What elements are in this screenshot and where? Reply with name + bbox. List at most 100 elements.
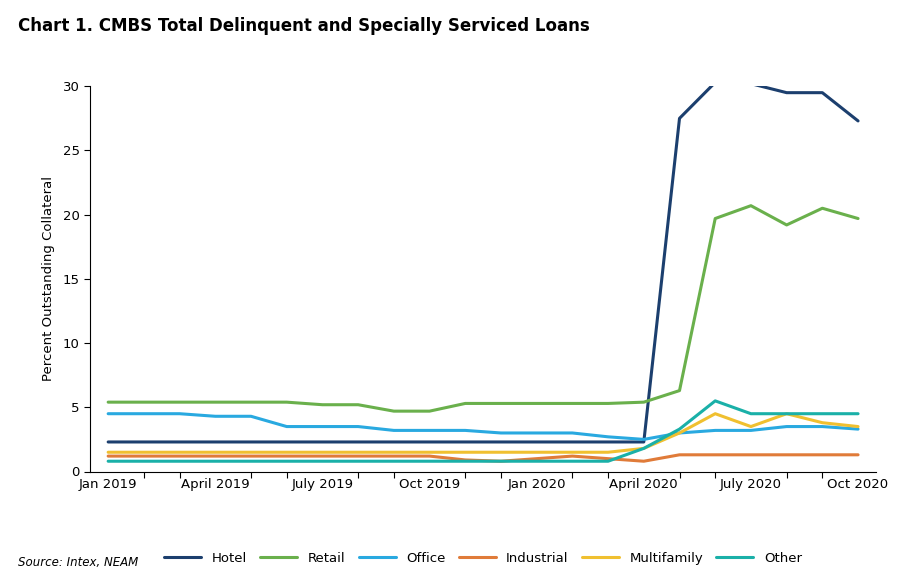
Office	[851, 426, 862, 432]
Industrial	[530, 455, 541, 462]
Hotel	[388, 439, 399, 446]
Retail	[780, 221, 791, 228]
Retail	[530, 400, 541, 407]
Office	[424, 427, 435, 434]
Other	[851, 411, 862, 417]
Hotel	[424, 439, 435, 446]
Multifamily	[530, 448, 541, 455]
Office	[530, 430, 541, 436]
Multifamily	[566, 448, 577, 455]
Hotel	[495, 439, 506, 446]
Industrial	[424, 453, 435, 459]
Office	[245, 413, 256, 420]
Multifamily	[745, 423, 756, 430]
Office	[459, 427, 470, 434]
Industrial	[816, 451, 827, 458]
Office	[103, 411, 114, 417]
Industrial	[317, 453, 327, 459]
Multifamily	[602, 448, 612, 455]
Other	[138, 458, 149, 465]
Other	[245, 458, 256, 465]
Multifamily	[209, 448, 220, 455]
Other	[459, 458, 470, 465]
Office	[317, 423, 327, 430]
Office	[495, 430, 506, 436]
Industrial	[459, 457, 470, 463]
Hotel	[103, 439, 114, 446]
Hotel	[353, 439, 364, 446]
Multifamily	[245, 448, 256, 455]
Retail	[174, 398, 185, 405]
Retail	[281, 398, 292, 405]
Line: Multifamily: Multifamily	[108, 414, 857, 452]
Other	[174, 458, 185, 465]
Office	[638, 436, 649, 443]
Hotel	[530, 439, 541, 446]
Multifamily	[780, 411, 791, 417]
Retail	[209, 398, 220, 405]
Other	[709, 397, 720, 404]
Other	[103, 458, 114, 465]
Retail	[424, 408, 435, 415]
Industrial	[780, 451, 791, 458]
Office	[566, 430, 577, 436]
Retail	[709, 215, 720, 222]
Hotel	[780, 89, 791, 96]
Other	[317, 458, 327, 465]
Office	[281, 423, 292, 430]
Industrial	[638, 458, 649, 465]
Industrial	[209, 453, 220, 459]
Industrial	[602, 455, 612, 462]
Office	[353, 423, 364, 430]
Hotel	[638, 439, 649, 446]
Industrial	[388, 453, 399, 459]
Hotel	[673, 115, 685, 122]
Industrial	[495, 458, 506, 465]
Hotel	[245, 439, 256, 446]
Text: Chart 1. CMBS Total Delinquent and Specially Serviced Loans: Chart 1. CMBS Total Delinquent and Speci…	[18, 17, 589, 35]
Office	[745, 427, 756, 434]
Multifamily	[281, 448, 292, 455]
Office	[673, 430, 685, 436]
Multifamily	[638, 445, 649, 452]
Multifamily	[709, 411, 720, 417]
Multifamily	[138, 448, 149, 455]
Other	[566, 458, 577, 465]
Industrial	[353, 453, 364, 459]
Retail	[816, 205, 827, 212]
Line: Hotel: Hotel	[108, 82, 857, 442]
Retail	[673, 387, 685, 394]
Office	[174, 411, 185, 417]
Hotel	[602, 439, 612, 446]
Other	[209, 458, 220, 465]
Office	[780, 423, 791, 430]
Hotel	[745, 81, 756, 87]
Other	[602, 458, 612, 465]
Retail	[638, 398, 649, 405]
Multifamily	[816, 419, 827, 426]
Hotel	[281, 439, 292, 446]
Other	[388, 458, 399, 465]
Hotel	[709, 79, 720, 86]
Other	[816, 411, 827, 417]
Retail	[495, 400, 506, 407]
Industrial	[851, 451, 862, 458]
Legend: Hotel, Retail, Office, Industrial, Multifamily, Other: Hotel, Retail, Office, Industrial, Multi…	[164, 551, 801, 565]
Industrial	[745, 451, 756, 458]
Hotel	[138, 439, 149, 446]
Retail	[851, 215, 862, 222]
Hotel	[459, 439, 470, 446]
Line: Industrial: Industrial	[108, 455, 857, 461]
Retail	[566, 400, 577, 407]
Multifamily	[388, 448, 399, 455]
Retail	[745, 202, 756, 209]
Hotel	[174, 439, 185, 446]
Retail	[317, 401, 327, 408]
Line: Retail: Retail	[108, 206, 857, 411]
Multifamily	[495, 448, 506, 455]
Office	[388, 427, 399, 434]
Industrial	[281, 453, 292, 459]
Multifamily	[851, 423, 862, 430]
Retail	[138, 398, 149, 405]
Retail	[459, 400, 470, 407]
